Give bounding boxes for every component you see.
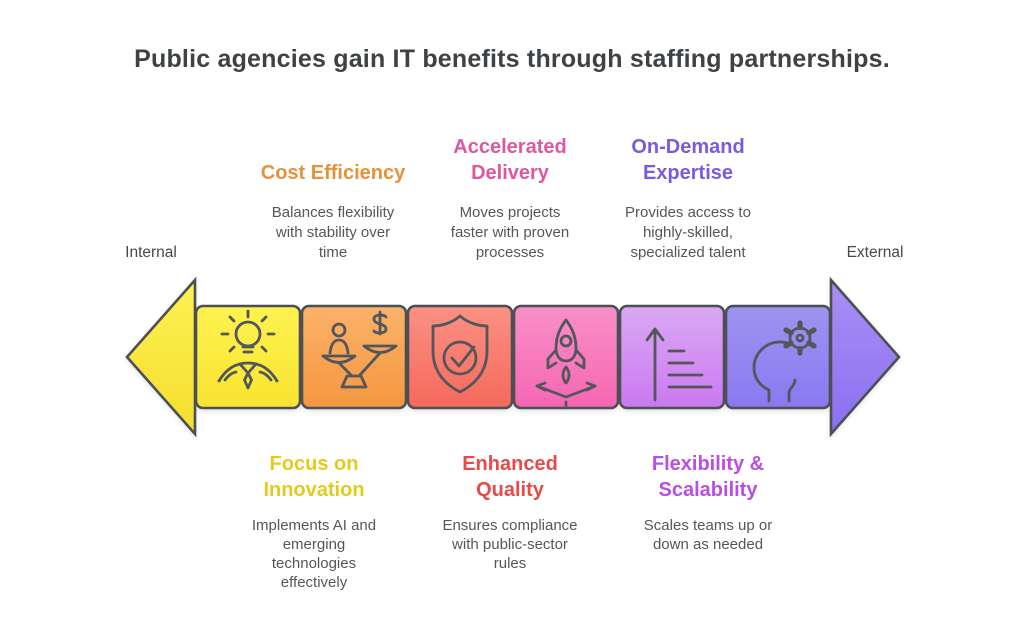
benefit-description: Scales teams up or down as needed (643, 517, 773, 553)
arrow-segment-3 (406, 304, 514, 410)
benefit-heading: Accelerated Delivery (453, 136, 567, 184)
benefit-cost-efficiency: Cost Efficiency Balances flexibility wit… (233, 130, 433, 263)
benefit-heading: Focus on Innovation (263, 453, 365, 501)
segment-box (194, 304, 302, 410)
benefit-description: Implements AI and emerging technologies … (251, 517, 377, 591)
benefit-flexibility-scalability: Flexibility & Scalability Scales teams u… (608, 451, 808, 554)
benefit-description: Provides access to highly-skilled, speci… (625, 204, 751, 261)
segment-box (724, 304, 832, 410)
benefit-description: Ensures compliance with public-sector ru… (442, 517, 578, 572)
axis-label-internal: Internal (125, 244, 177, 261)
benefit-description: Moves projects faster with proven proces… (450, 204, 570, 261)
benefit-heading: Flexibility & Scalability (651, 453, 765, 501)
arrow-segment-2 (300, 304, 408, 410)
arrow-segment-6 (724, 304, 832, 410)
benefit-focus-on-innovation: Focus on Innovation Implements AI and em… (214, 451, 414, 592)
benefit-heading: On-Demand Expertise (631, 136, 745, 184)
balance-scale-icon (321, 310, 398, 389)
benefit-on-demand-expertise: On-Demand Expertise Provides access to h… (588, 130, 788, 263)
shield-check-icon (431, 314, 489, 394)
internal-arrowhead (125, 277, 197, 438)
arrow-segment-4 (512, 304, 620, 410)
external-arrowhead (829, 277, 901, 438)
benefit-heading: Enhanced Quality (462, 453, 558, 501)
benefit-description: Balances flexibility with stability over… (271, 204, 395, 261)
benefit-enhanced-quality: Enhanced Quality Ensures compliance with… (410, 451, 610, 573)
arrow-segment-1 (194, 304, 302, 410)
rocket-launch-icon (535, 318, 597, 410)
benefits-arrow (125, 277, 901, 438)
scale-up-list-icon (645, 327, 713, 402)
benefit-heading: Cost Efficiency (260, 162, 406, 184)
idea-person-icon (217, 309, 279, 390)
page-title: Public agencies gain IT benefits through… (134, 45, 890, 73)
arrow-segment-5 (618, 304, 726, 410)
segment-box (618, 304, 726, 410)
axis-label-external: External (846, 244, 904, 261)
benefit-accelerated-delivery: Accelerated Delivery Moves projects fast… (410, 130, 610, 263)
head-gear-icon (752, 320, 817, 403)
